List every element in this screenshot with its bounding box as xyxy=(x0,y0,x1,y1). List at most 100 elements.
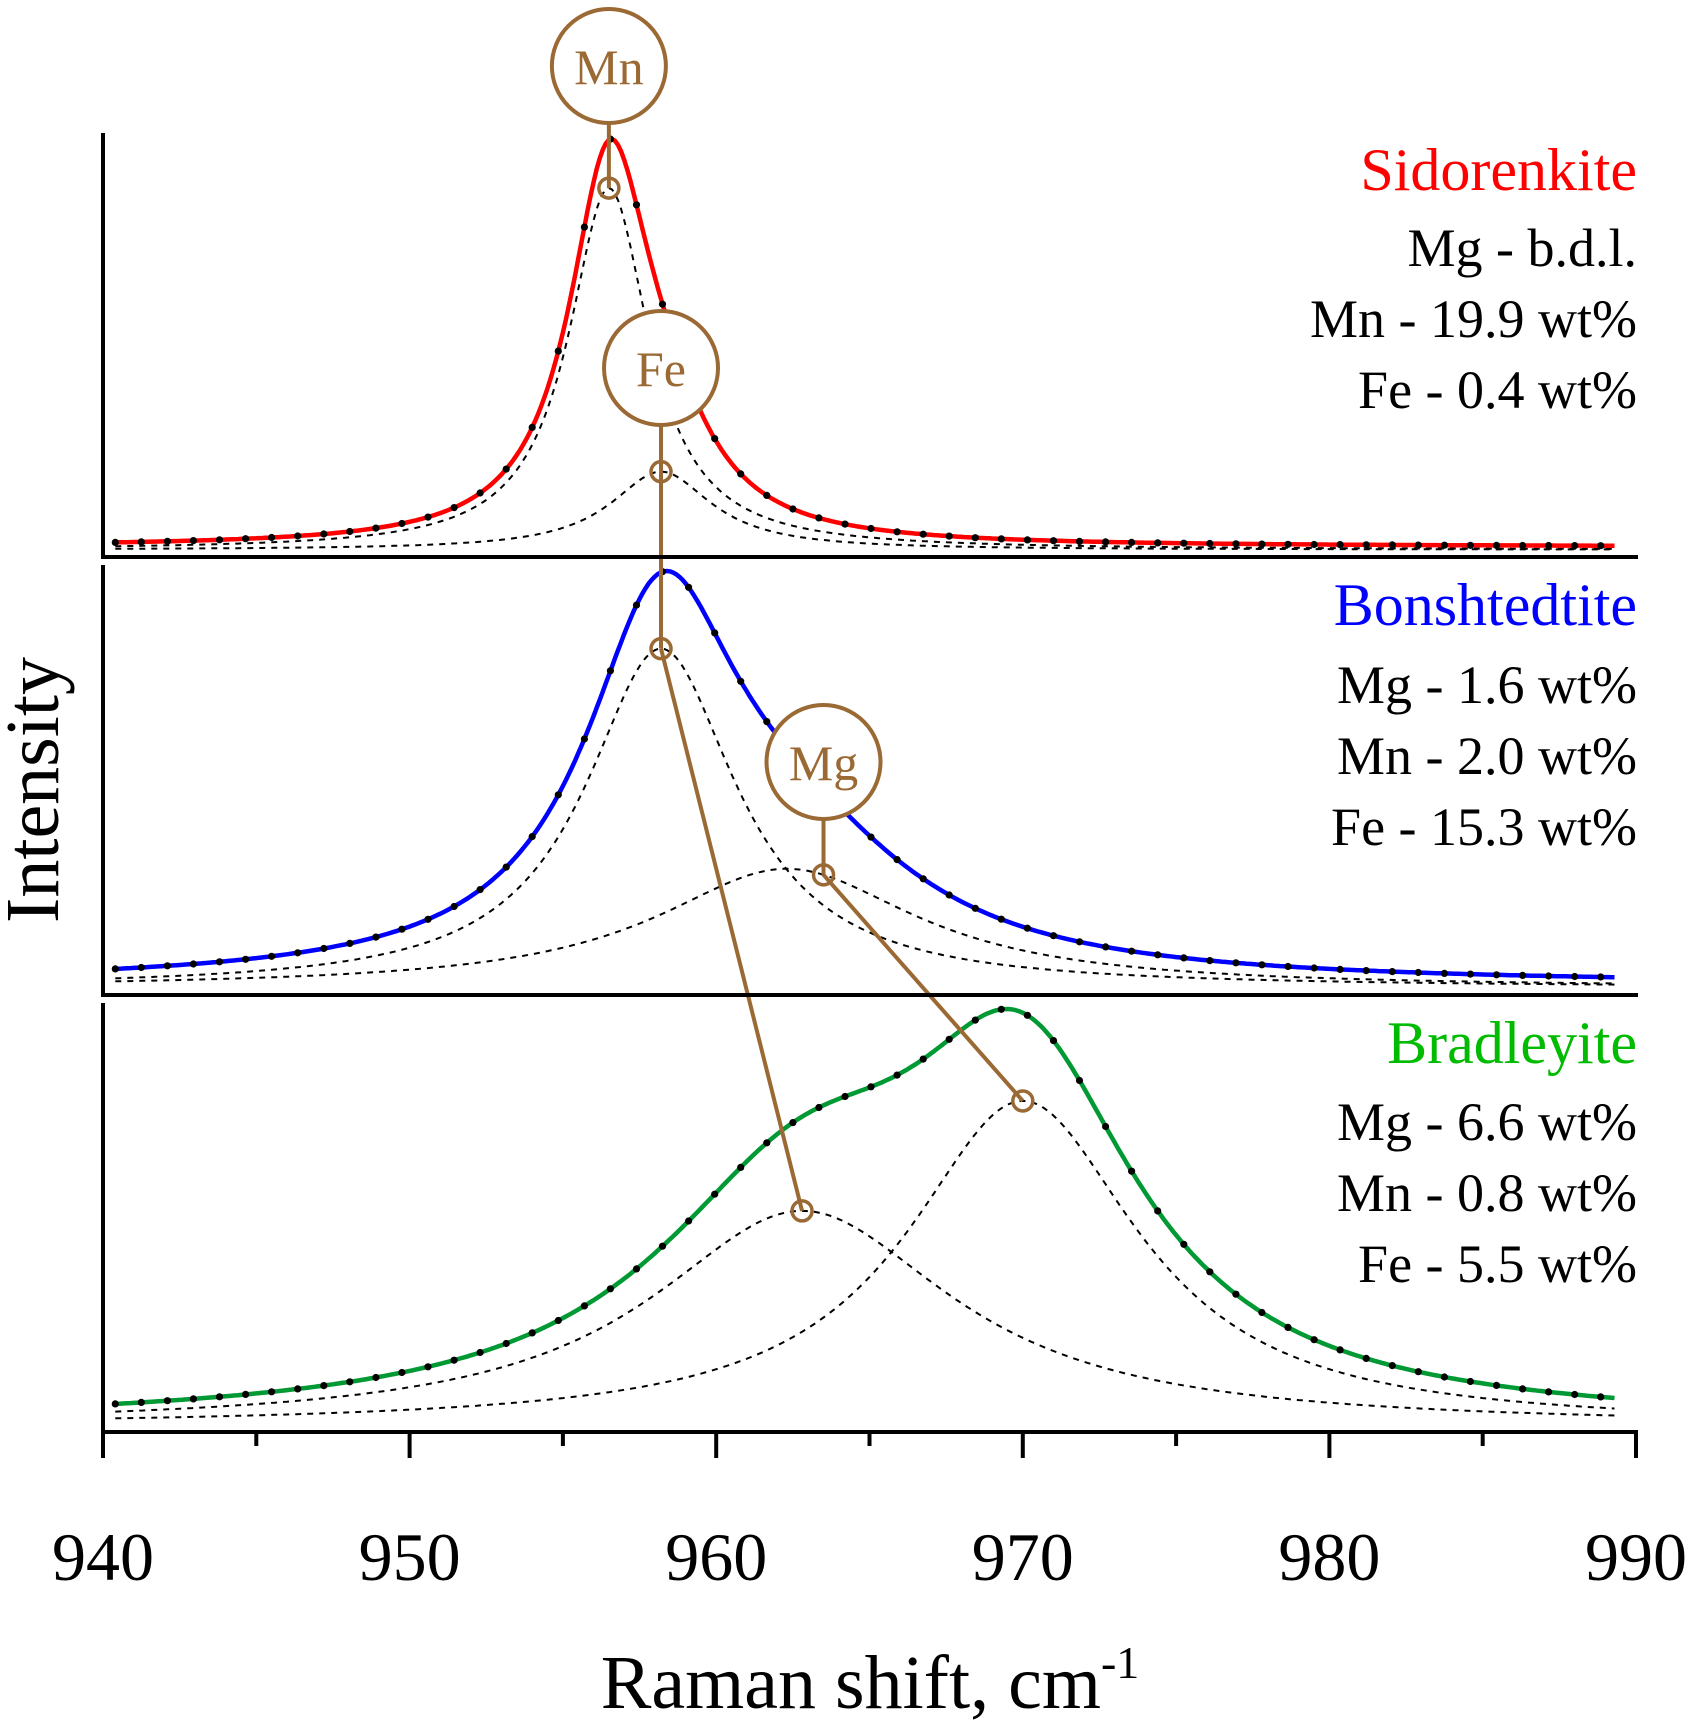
data-point xyxy=(502,1339,510,1348)
data-point xyxy=(1466,1377,1474,1386)
composition-line: Mn - 19.9 wt% xyxy=(1310,289,1637,349)
data-point xyxy=(580,735,589,743)
data-point xyxy=(685,1217,693,1225)
data-point xyxy=(215,536,224,544)
data-point xyxy=(997,535,1005,543)
data-point xyxy=(1102,943,1110,951)
data-point xyxy=(372,524,380,532)
data-point xyxy=(1128,947,1136,955)
composition-line: Fe - 0.4 wt% xyxy=(1358,360,1637,420)
composition-line: Mg - b.d.l. xyxy=(1408,218,1638,278)
panels-layer xyxy=(111,135,1615,1420)
data-point xyxy=(1284,540,1292,548)
data-point xyxy=(1388,541,1396,549)
data-point xyxy=(1154,539,1162,547)
data-point xyxy=(1128,1167,1136,1175)
data-point xyxy=(971,904,979,912)
element-bubble-label: Fe xyxy=(636,341,686,397)
data-point xyxy=(893,1071,901,1079)
data-point xyxy=(1440,1373,1448,1381)
data-point xyxy=(867,833,875,841)
data-point xyxy=(242,1390,250,1398)
data-point xyxy=(945,891,953,899)
data-point xyxy=(867,1083,875,1091)
element-bubble-circle xyxy=(549,7,668,125)
data-point xyxy=(632,601,641,609)
data-point xyxy=(424,915,432,923)
data-point xyxy=(320,944,328,953)
data-point xyxy=(320,1382,328,1390)
panel-bradleyite xyxy=(111,1005,1615,1420)
data-point xyxy=(1492,971,1501,979)
data-point xyxy=(1362,967,1370,975)
data-point xyxy=(893,856,901,864)
data-point xyxy=(815,514,823,522)
data-point xyxy=(476,1348,484,1357)
data-point xyxy=(737,677,745,685)
data-point xyxy=(1362,541,1370,549)
x-axis-title: Raman shift, cm-1 xyxy=(601,1637,1140,1725)
element-bubble-circle xyxy=(764,703,883,821)
data-point xyxy=(268,533,276,542)
x-axis-title-superscript: -1 xyxy=(1101,1637,1139,1688)
data-point xyxy=(632,201,641,209)
data-point xyxy=(1571,972,1579,981)
data-point xyxy=(685,583,693,591)
data-point xyxy=(1232,540,1240,548)
x-tick-label: 970 xyxy=(972,1519,1074,1595)
x-tick-label: 990 xyxy=(1585,1519,1687,1595)
composition-line: Mg - 6.6 wt% xyxy=(1337,1092,1637,1152)
data-point xyxy=(476,489,484,497)
data-point xyxy=(737,470,745,478)
data-point xyxy=(1232,1290,1240,1298)
data-point xyxy=(763,1139,771,1147)
data-point xyxy=(919,1055,927,1063)
legend-bonshtedtite: Bonshtedtite Mg - 1.6 wt% Mn - 2.0 wt% F… xyxy=(1331,572,1637,857)
peak-position-marker xyxy=(1011,1089,1035,1113)
data-point xyxy=(554,791,562,799)
element-bubble-label: Mg xyxy=(789,735,858,791)
peak-position-marker xyxy=(790,1199,814,1223)
data-point xyxy=(1414,968,1422,977)
peak-position-marker xyxy=(597,176,621,200)
data-point xyxy=(450,504,458,512)
panel-sidorenkite xyxy=(111,135,1615,551)
data-point xyxy=(215,1393,224,1401)
data-point xyxy=(372,1373,380,1382)
data-point xyxy=(1571,542,1579,550)
data-point xyxy=(450,1356,458,1364)
data-point xyxy=(1180,954,1188,962)
data-point xyxy=(919,530,927,538)
data-point xyxy=(1414,1368,1422,1376)
peak-position-marker xyxy=(649,459,673,484)
data-point xyxy=(1075,1076,1084,1085)
data-point xyxy=(580,223,589,231)
data-point xyxy=(346,939,354,948)
data-point xyxy=(1206,539,1214,548)
data-point xyxy=(737,1163,745,1171)
data-point xyxy=(971,1016,979,1024)
data-point xyxy=(1154,951,1162,959)
data-point xyxy=(711,435,719,443)
data-point xyxy=(1049,1037,1058,1045)
data-point xyxy=(1388,968,1396,976)
data-point xyxy=(294,532,302,540)
component-curve-fe xyxy=(115,470,1615,551)
data-point xyxy=(1519,1385,1527,1393)
data-point xyxy=(137,1398,145,1406)
data-point xyxy=(971,534,979,542)
data-point xyxy=(789,505,797,513)
markers-layer: Mn Fe Mg xyxy=(549,7,1035,1223)
data-point xyxy=(1362,1354,1370,1362)
data-point xyxy=(189,537,197,545)
data-point xyxy=(424,513,432,521)
data-point xyxy=(580,1302,589,1310)
data-point xyxy=(163,1397,171,1405)
data-point xyxy=(1154,1207,1162,1215)
data-point xyxy=(1023,1011,1031,1019)
data-point xyxy=(606,1285,615,1293)
data-point xyxy=(372,933,380,941)
element-bubble-label: Mn xyxy=(574,39,643,95)
data-point xyxy=(1102,1122,1110,1131)
data-point xyxy=(528,423,536,431)
